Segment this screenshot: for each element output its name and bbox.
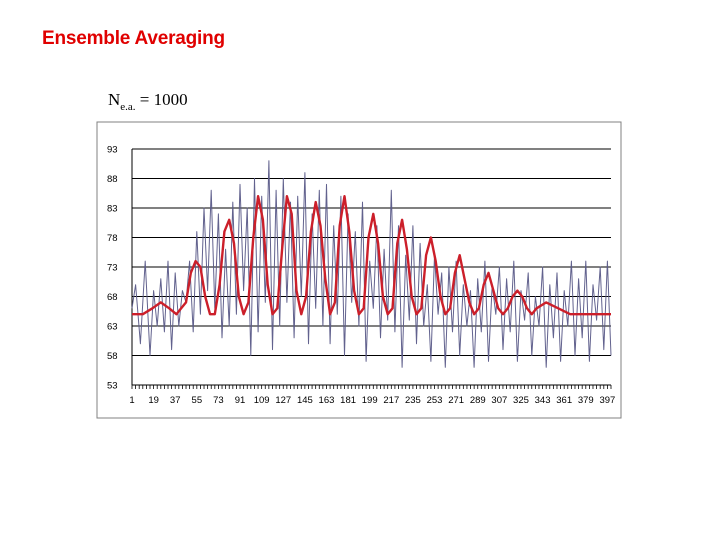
- x-tick-label: 19: [148, 395, 159, 406]
- x-tick-label: 163: [319, 395, 335, 406]
- x-tick-label: 271: [448, 395, 464, 406]
- ensemble-count-subscript: e.a.: [120, 101, 136, 113]
- ensemble-count-label: Ne.a. = 1000: [108, 90, 188, 113]
- y-axis-ticks: 93 88 83 78 73 68 63 58 53: [107, 145, 118, 392]
- y-tick-label: 78: [107, 233, 118, 244]
- x-axis: 1 19 37 55 73 91 109 127 145 163 181 199 217 235 253 27…: [129, 385, 615, 406]
- y-tick-label: 58: [107, 351, 118, 362]
- y-tick-label: 93: [107, 145, 118, 156]
- x-tick-label: 37: [170, 395, 181, 406]
- y-tick-label: 73: [107, 263, 118, 274]
- x-tick-label: 235: [405, 395, 421, 406]
- x-tick-label: 127: [275, 395, 291, 406]
- slide-title: Ensemble Averaging: [42, 28, 225, 49]
- x-tick-label: 379: [578, 395, 594, 406]
- x-tick-label: 55: [192, 395, 203, 406]
- chart-frame: [96, 121, 622, 419]
- x-tick-label: 181: [340, 395, 356, 406]
- x-tick-label: 145: [297, 395, 313, 406]
- x-tick-label: 199: [362, 395, 378, 406]
- series-line-averaged: [132, 194, 611, 316]
- x-tick-label: 289: [470, 395, 486, 406]
- x-tick-label: 253: [427, 395, 443, 406]
- x-tick-label: 73: [213, 395, 224, 406]
- x-tick-label: 307: [491, 395, 507, 406]
- y-tick-label: 88: [107, 174, 118, 185]
- x-tick-label: 217: [383, 395, 399, 406]
- x-tick-label: 91: [235, 395, 246, 406]
- x-tick-label: 343: [535, 395, 551, 406]
- y-tick-label: 68: [107, 292, 118, 303]
- x-tick-label: 397: [599, 395, 615, 406]
- y-tick-label: 53: [107, 381, 118, 392]
- x-tick-label: 1: [129, 395, 134, 406]
- series-group: [131, 160, 612, 368]
- y-tick-label: 63: [107, 322, 118, 333]
- x-tick-label: 109: [254, 395, 270, 406]
- x-tick-label: 361: [556, 395, 572, 406]
- ensemble-count-value: = 1000: [139, 90, 188, 109]
- ensemble-count-symbol: N: [108, 90, 121, 109]
- x-tick-label: 325: [513, 395, 529, 406]
- y-tick-label: 83: [107, 204, 118, 215]
